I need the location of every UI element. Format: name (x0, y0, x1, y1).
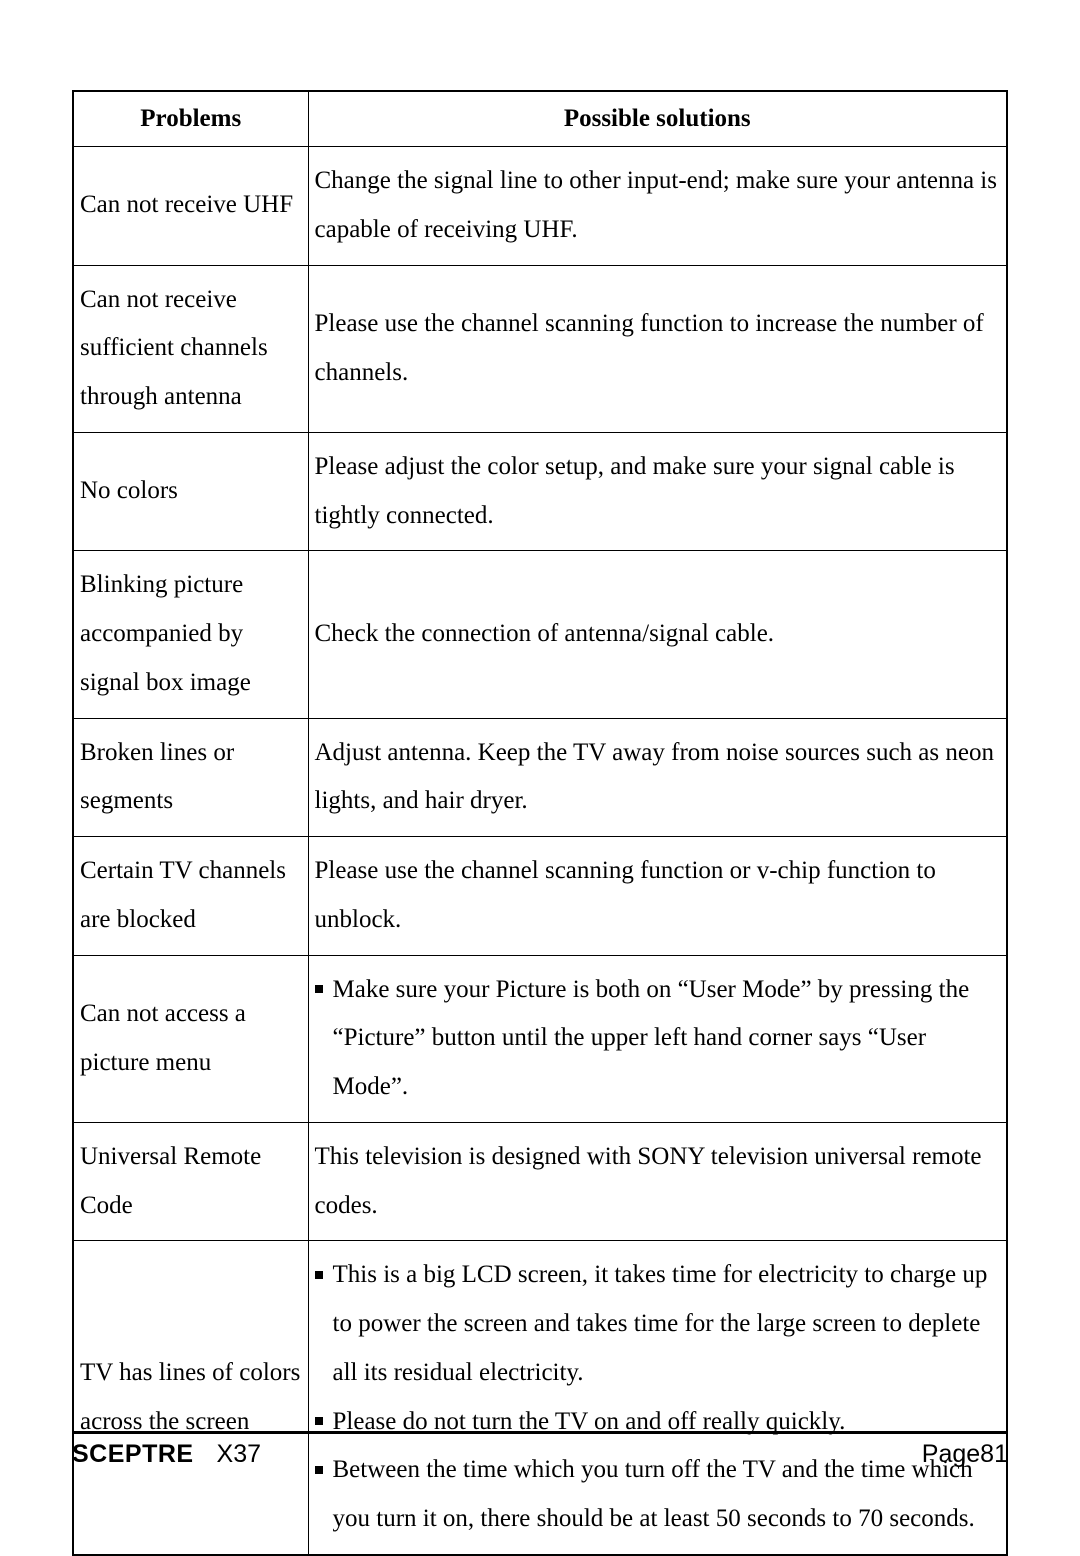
problem-cell: No colors (73, 432, 308, 551)
solution-cell: Make sure your Picture is both on “User … (308, 955, 1007, 1122)
solution-cell: Change the signal line to other input-en… (308, 147, 1007, 266)
footer-page-number: Page81 (922, 1440, 1008, 1469)
footer-brand: SCEPTRE (72, 1440, 194, 1468)
footer-left: SCEPTRE X37 (72, 1440, 261, 1469)
table-row: Broken lines or segments Adjust antenna.… (73, 718, 1007, 837)
footer-model: X37 (217, 1440, 261, 1468)
solution-cell: Check the connection of antenna/signal c… (308, 551, 1007, 718)
table-row: Can not receive sufficient channels thro… (73, 265, 1007, 432)
problem-cell: Certain TV channels are blocked (73, 837, 308, 956)
problem-cell: Blinking picture accompanied by signal b… (73, 551, 308, 718)
table-header-row: Problems Possible solutions (73, 91, 1007, 147)
problem-cell: Can not access a picture menu (73, 955, 308, 1122)
footer-line: SCEPTRE X37 Page81 (72, 1440, 1008, 1469)
footer-rule (72, 1431, 1008, 1434)
solution-cell: Adjust antenna. Keep the TV away from no… (308, 718, 1007, 837)
solution-bullets: This is a big LCD screen, it takes time … (315, 1251, 1001, 1544)
problem-cell: Can not receive sufficient channels thro… (73, 265, 308, 432)
table-row: Certain TV channels are blocked Please u… (73, 837, 1007, 956)
table-row: Can not receive UHF Change the signal li… (73, 147, 1007, 266)
col-header-problems: Problems (73, 91, 308, 147)
problem-cell: TV has lines of colors across the screen (73, 1241, 308, 1555)
bullet-item: This is a big LCD screen, it takes time … (315, 1251, 1001, 1397)
problem-cell: Universal Remote Code (73, 1122, 308, 1241)
table-row: Can not access a picture menu Make sure … (73, 955, 1007, 1122)
page-footer: SCEPTRE X37 Page81 (72, 1431, 1008, 1469)
solution-cell: Please adjust the color setup, and make … (308, 432, 1007, 551)
table-row: TV has lines of colors across the screen… (73, 1241, 1007, 1555)
col-header-solutions: Possible solutions (308, 91, 1007, 147)
solution-cell: This television is designed with SONY te… (308, 1122, 1007, 1241)
solution-cell: Please use the channel scanning function… (308, 265, 1007, 432)
table-row: No colors Please adjust the color setup,… (73, 432, 1007, 551)
problem-cell: Can not receive UHF (73, 147, 308, 266)
table-row: Universal Remote Code This television is… (73, 1122, 1007, 1241)
troubleshooting-table: Problems Possible solutions Can not rece… (72, 90, 1008, 1556)
solution-cell: Please use the channel scanning function… (308, 837, 1007, 956)
solution-bullets: Make sure your Picture is both on “User … (315, 966, 1001, 1112)
problem-cell: Broken lines or segments (73, 718, 308, 837)
bullet-item: Make sure your Picture is both on “User … (315, 966, 1001, 1112)
solution-cell: This is a big LCD screen, it takes time … (308, 1241, 1007, 1555)
table-row: Blinking picture accompanied by signal b… (73, 551, 1007, 718)
